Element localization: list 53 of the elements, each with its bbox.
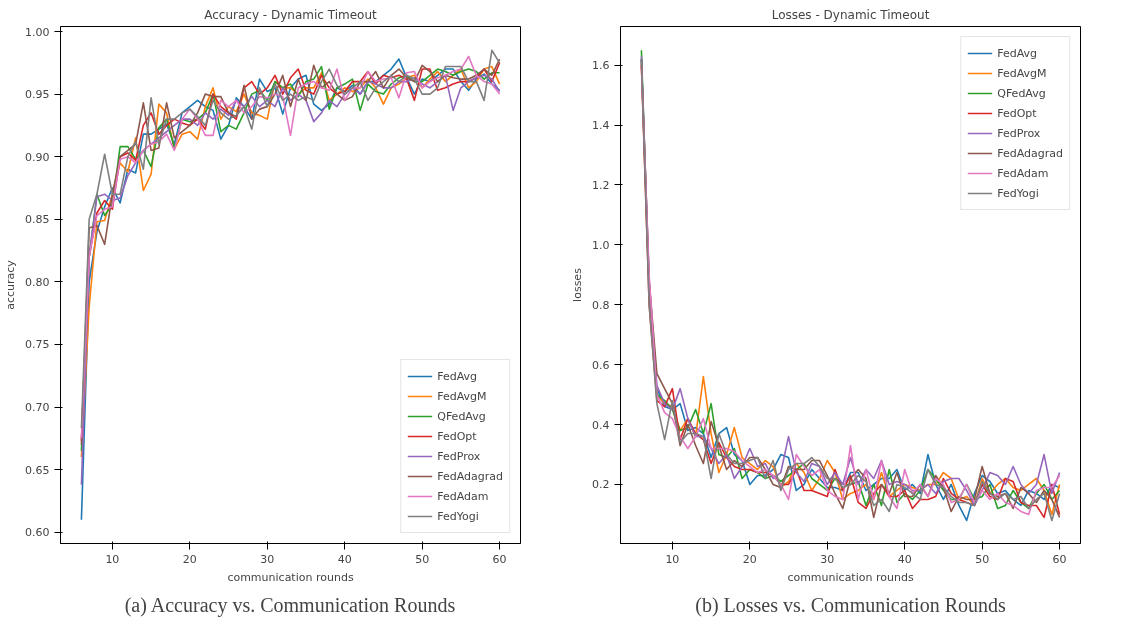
text: (a) Accuracy vs. Communication Rounds [124, 593, 456, 617]
y-tick-label: 0.65 [25, 463, 50, 477]
x-tick-label: 40 [337, 552, 352, 566]
legend-label: FedProx [997, 126, 1041, 140]
y-tick-label: 0.85 [25, 213, 50, 227]
legend-label: FedOpt [437, 429, 477, 443]
x-tick-label: 60 [1052, 552, 1067, 566]
legend-label: FedYogi [997, 186, 1039, 200]
x-tick-label: 40 [897, 552, 912, 566]
y-tick-label: 0.4 [592, 418, 610, 432]
y-tick-label: 0.2 [592, 478, 610, 492]
legend-label: FedYogi [437, 509, 479, 523]
chart-title: Accuracy - Dynamic Timeout [204, 7, 378, 22]
y-tick-label: 0.60 [25, 526, 50, 540]
y-tick-label: 0.95 [25, 88, 50, 102]
legend-label: FedAvgM [437, 389, 487, 403]
legend-label: QFedAvg [997, 86, 1046, 100]
y-tick-label: 0.6 [592, 358, 610, 372]
x-tick-label: 20 [182, 552, 197, 566]
x-tick-label: 20 [742, 552, 757, 566]
y-tick-label: 0.80 [25, 275, 50, 289]
y-tick-label: 1.00 [25, 25, 50, 39]
y-tick-label: 1.2 [592, 178, 610, 192]
legend-label: FedAvgM [997, 66, 1047, 80]
y-tick-label: 1.6 [592, 59, 610, 73]
legend-label: FedAvg [997, 46, 1038, 60]
chart-title: Losses - Dynamic Timeout [771, 7, 930, 22]
y-axis-title: accuracy [4, 259, 18, 310]
y-tick-label: 0.90 [25, 150, 50, 164]
legend-label: FedAdam [437, 489, 489, 503]
text: (b) Losses vs. Communication Rounds [695, 593, 1006, 617]
y-tick-label: 0.70 [25, 401, 50, 415]
legend-label: FedProx [437, 449, 481, 463]
y-tick-label: 0.8 [592, 298, 610, 312]
y-tick-label: 1.4 [592, 119, 610, 133]
x-axis-title: communication rounds [787, 570, 914, 584]
x-tick-label: 30 [260, 552, 275, 566]
legend-label: FedAdagrad [997, 146, 1063, 160]
legend-label: FedAdagrad [437, 469, 503, 483]
y-tick-label: 0.75 [25, 338, 50, 352]
legend-label: QFedAvg [437, 409, 486, 423]
x-tick-label: 30 [820, 552, 835, 566]
x-axis-title: communication rounds [227, 570, 354, 584]
x-tick-label: 10 [665, 552, 680, 566]
legend-label: FedOpt [997, 106, 1037, 120]
legend-label: FedAdam [997, 166, 1049, 180]
x-tick-label: 10 [105, 552, 120, 566]
x-tick-label: 50 [975, 552, 990, 566]
y-axis-title: losses [571, 267, 585, 302]
y-tick-label: 1.0 [592, 238, 610, 252]
x-tick-label: 50 [415, 552, 430, 566]
x-tick-label: 60 [492, 552, 507, 566]
legend-label: FedAvg [437, 369, 478, 383]
